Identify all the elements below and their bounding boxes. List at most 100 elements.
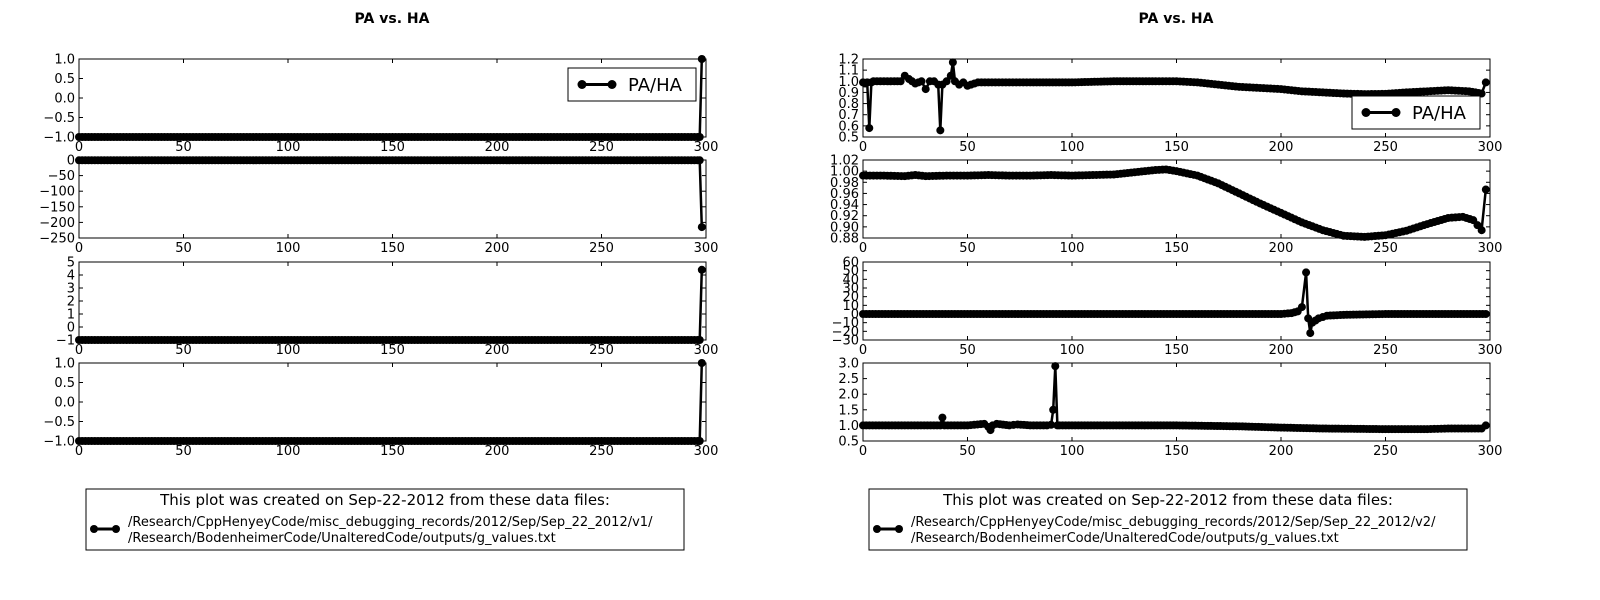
- series-line: [863, 364, 1487, 432]
- x-tick-label: 100: [1060, 241, 1085, 256]
- data-point: [938, 413, 947, 422]
- data-point: [936, 126, 945, 135]
- y-tick-label: 30: [842, 282, 859, 297]
- y-tick-label: 10: [842, 299, 859, 314]
- series-line: [79, 269, 704, 342]
- y-tick-label: 0.8: [838, 97, 859, 112]
- legend-label: PA/HA: [628, 75, 683, 96]
- data-point: [865, 124, 874, 133]
- data-point: [1477, 226, 1486, 235]
- data-point: [697, 223, 706, 232]
- y-tick-label: 1.0: [54, 357, 75, 372]
- y-tick-label: 0.90: [830, 220, 859, 235]
- x-tick-label: 100: [1060, 140, 1085, 155]
- series-line: [79, 159, 704, 228]
- y-tick-label: 3: [67, 282, 75, 297]
- y-tick-label: 0.5: [838, 435, 859, 450]
- y-tick-label: −1: [56, 334, 75, 349]
- x-tick-label: 150: [1164, 241, 1189, 256]
- x-tick-label: 0: [75, 241, 83, 256]
- footnote-path-line-1: /Research/CppHenyeyCode/misc_debugging_r…: [128, 515, 653, 530]
- y-tick-label: 0.7: [838, 108, 859, 123]
- data-point: [921, 85, 930, 94]
- x-tick-label: 50: [959, 343, 976, 358]
- x-tick-label: 250: [1373, 140, 1398, 155]
- y-tick-label: 0.98: [830, 176, 859, 191]
- series-line: [79, 362, 704, 443]
- data-point: [896, 77, 905, 86]
- x-tick-label: 150: [380, 343, 405, 358]
- data-point: [948, 58, 957, 67]
- y-tick-label: −150: [39, 200, 75, 215]
- x-tick-label: 0: [75, 444, 83, 459]
- y-tick-label: −20: [832, 325, 859, 340]
- data-point: [1306, 329, 1315, 338]
- data-point: [942, 77, 951, 86]
- y-tick-label: 0.88: [830, 232, 859, 247]
- y-tick-label: 1.0: [838, 75, 859, 90]
- axes-frame: [862, 261, 1491, 341]
- x-tick-label: 300: [694, 140, 719, 155]
- x-tick-label: 150: [380, 241, 405, 256]
- x-tick-label: 50: [959, 444, 976, 459]
- y-tick-label: 2.0: [838, 388, 859, 403]
- x-tick-label: 50: [175, 140, 192, 155]
- legend: PA/HA: [567, 67, 697, 102]
- y-tick-label: 0: [67, 321, 75, 336]
- data-point: [695, 437, 704, 445]
- y-tick-label: −1.0: [43, 435, 75, 450]
- x-tick-label: 150: [380, 444, 405, 459]
- x-tick-label: 300: [694, 241, 719, 256]
- data-point: [1051, 362, 1060, 371]
- y-tick-label: 1.5: [838, 403, 859, 418]
- y-tick-label: 1.00: [830, 165, 859, 180]
- x-tick-label: 0: [75, 343, 83, 358]
- y-tick-label: 1.02: [830, 154, 859, 169]
- y-tick-label: 0.9: [838, 86, 859, 101]
- x-tick-label: 100: [1060, 444, 1085, 459]
- legend-label: PA/HA: [1412, 103, 1467, 124]
- data-point: [697, 359, 706, 367]
- x-tick-label: 150: [380, 140, 405, 155]
- y-tick-label: 0.5: [54, 72, 75, 87]
- footnote-marker-dot: [90, 525, 98, 533]
- x-tick-label: 0: [859, 241, 867, 256]
- x-tick-label: 300: [1478, 343, 1503, 358]
- y-tick-label: 5: [67, 256, 75, 271]
- x-tick-label: 50: [959, 140, 976, 155]
- y-tick-label: 0.5: [838, 131, 859, 146]
- y-tick-label: 2.5: [838, 372, 859, 387]
- x-tick-label: 200: [1269, 241, 1294, 256]
- subplot-area: 0 50 100 150 200 250 3001.00.50.0−0.5−1.0PA/HA…: [39, 53, 1502, 460]
- y-tick-label: 0.6: [838, 119, 859, 134]
- x-tick-label: 250: [1373, 241, 1398, 256]
- legend-marker: [577, 80, 587, 89]
- legend-marker: [1391, 108, 1401, 117]
- data-point: [917, 77, 926, 86]
- x-tick-label: 300: [1478, 241, 1503, 256]
- x-tick-label: 50: [175, 241, 192, 256]
- data-point: [1481, 310, 1490, 318]
- x-tick-label: 50: [175, 444, 192, 459]
- x-tick-label: 300: [694, 444, 719, 459]
- y-tick-label: 0.5: [54, 376, 75, 391]
- x-tick-label: 300: [1478, 140, 1503, 155]
- legend-marker: [1361, 108, 1371, 117]
- y-tick-label: −100: [39, 185, 75, 200]
- y-tick-label: −1.0: [43, 131, 75, 146]
- footnote-box-right: This plot was created on Sep-22-2012 fro…: [868, 488, 1468, 551]
- data-point: [697, 55, 706, 63]
- y-tick-label: 1: [67, 308, 75, 323]
- x-tick-label: 250: [1373, 343, 1398, 358]
- footnote-marker-dot: [895, 525, 903, 533]
- data-point: [1481, 421, 1490, 430]
- data-point: [1302, 268, 1311, 277]
- x-tick-label: 0: [859, 444, 867, 459]
- y-tick-label: 50: [842, 264, 859, 279]
- x-tick-label: 0: [859, 343, 867, 358]
- x-tick-label: 200: [485, 140, 510, 155]
- series-line: [863, 271, 1486, 335]
